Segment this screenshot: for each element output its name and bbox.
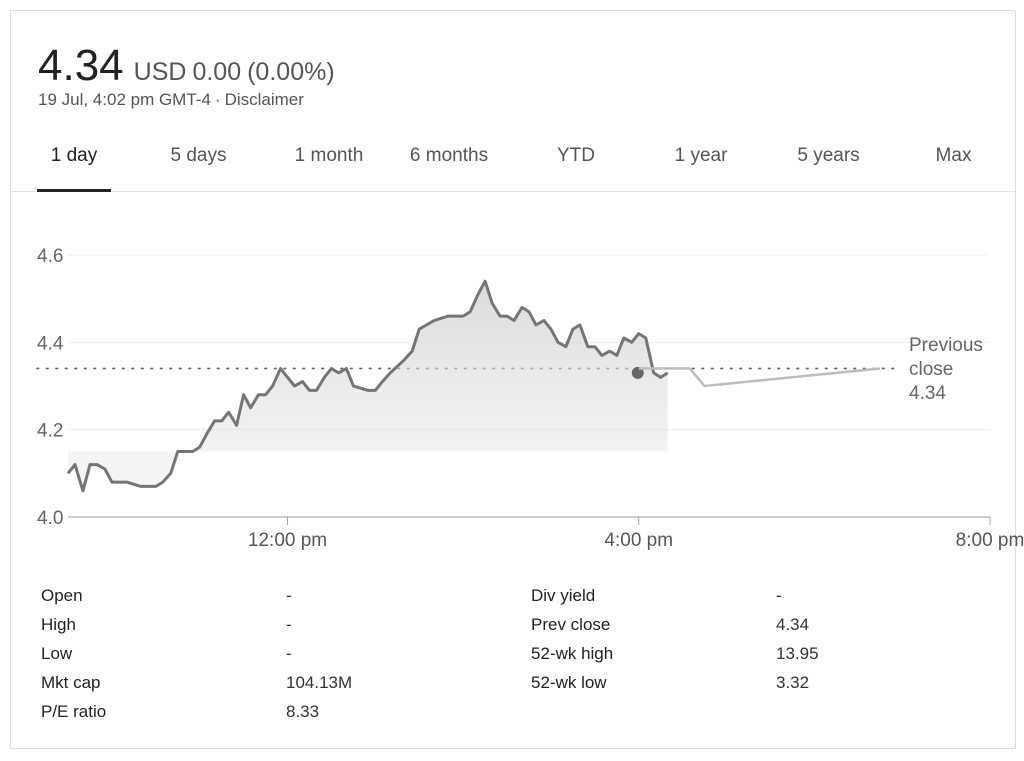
stat-label: 52-wk low bbox=[531, 673, 607, 692]
tab-1-year[interactable]: 1 year bbox=[674, 145, 728, 166]
quote-meta: 19 Jul, 4:02 pm GMT-4 · Disclaimer bbox=[38, 90, 304, 110]
stat-label: Div yield bbox=[531, 586, 596, 605]
stat-label: High bbox=[41, 615, 76, 634]
range-tabs: 1 day 5 days 1 month 6 months YTD 1 year… bbox=[11, 131, 1015, 192]
stat-value: 8.33 bbox=[286, 702, 320, 721]
quote-timestamp: 19 Jul, 4:02 pm GMT-4 bbox=[38, 90, 211, 109]
y-tick-label: 4.2 bbox=[37, 421, 63, 442]
stat-label: Prev close bbox=[531, 615, 611, 634]
tab-ytd[interactable]: YTD bbox=[557, 145, 595, 166]
stat-value: - bbox=[286, 615, 292, 634]
stat-label: Open bbox=[41, 586, 83, 605]
currency-code: USD bbox=[133, 58, 187, 86]
tab-1-day[interactable]: 1 day bbox=[50, 145, 98, 166]
y-tick-label: 4.0 bbox=[37, 508, 63, 529]
stat-value: 13.95 bbox=[776, 644, 819, 663]
stat-label: 52-wk high bbox=[531, 644, 614, 663]
y-tick-label: 4.4 bbox=[37, 333, 64, 354]
tab-5-years[interactable]: 5 years bbox=[797, 145, 860, 166]
previous-close-label: Previous close 4.34 bbox=[909, 335, 983, 404]
stat-value: - bbox=[286, 586, 292, 605]
y-tick-label: 4.6 bbox=[37, 246, 63, 267]
stat-value: - bbox=[776, 586, 782, 605]
stat-value: 3.32 bbox=[776, 673, 810, 692]
after-hours-line bbox=[638, 367, 881, 388]
last-price-dot bbox=[631, 366, 644, 379]
x-tick-label: 12:00 pm bbox=[248, 530, 327, 551]
regular-session-area bbox=[68, 281, 668, 491]
regular-session-line bbox=[66, 279, 669, 493]
price-change: 0.00 bbox=[192, 58, 242, 86]
price-row: 4.34 USD 0.00 (0.00%) bbox=[38, 41, 335, 91]
tab-max[interactable]: Max bbox=[935, 145, 972, 166]
x-tick-label: 8:00 pm bbox=[956, 530, 1024, 551]
stat-value: 104.13M bbox=[286, 673, 353, 692]
tab-1-month[interactable]: 1 month bbox=[294, 145, 364, 166]
disclaimer-link[interactable]: Disclaimer bbox=[224, 90, 304, 109]
previous-close-label-line: Previous bbox=[909, 335, 983, 356]
current-price: 4.34 bbox=[38, 41, 124, 90]
tab-5-days[interactable]: 5 days bbox=[170, 145, 227, 166]
previous-close-label-line: close bbox=[909, 359, 953, 380]
stat-label: Mkt cap bbox=[41, 673, 101, 692]
x-tick-label: 4:00 pm bbox=[604, 530, 673, 551]
stat-value: 4.34 bbox=[776, 615, 810, 634]
active-tab-indicator bbox=[37, 189, 111, 192]
previous-close-label-line: 4.34 bbox=[909, 383, 946, 404]
tab-6-months[interactable]: 6 months bbox=[409, 145, 489, 166]
price-change-percent: (0.00%) bbox=[247, 58, 335, 86]
stat-label: P/E ratio bbox=[41, 702, 107, 721]
stat-label: Low bbox=[41, 644, 73, 663]
stat-value: - bbox=[286, 644, 292, 663]
meta-separator: · bbox=[214, 90, 221, 109]
